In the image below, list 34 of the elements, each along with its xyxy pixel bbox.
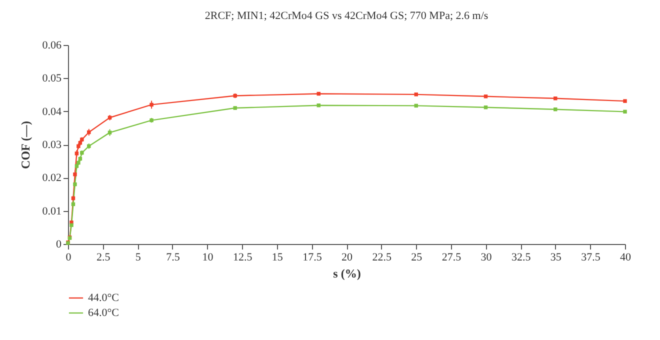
x-tick-label: 37.5	[581, 252, 601, 264]
x-tick-label: 20	[342, 252, 353, 264]
y-tick-label: 0.05	[42, 72, 62, 85]
x-tick-label: 2.5	[96, 252, 111, 264]
x-tick-label: 12.5	[232, 252, 253, 264]
x-tick-label: 15	[272, 252, 284, 264]
x-axis-title: s (%)	[333, 266, 361, 280]
x-tick-label: 40	[620, 252, 632, 264]
point	[414, 92, 418, 96]
point	[623, 99, 627, 103]
x-tick-label: 22.5	[372, 252, 392, 264]
legend-label: 44.0°C	[88, 292, 119, 304]
x-tick-label: 5	[135, 252, 142, 264]
y-axis-title: COF (—)	[18, 121, 32, 169]
x-tick-label: 30	[480, 252, 492, 264]
y-tick-label: 0	[56, 238, 62, 250]
chart-title: 2RCF; MIN1; 42CrMo4 GS vs 42CrMo4 GS; 770 MPa; 2.6 m/s	[204, 10, 488, 22]
x-tick-label: 25	[411, 252, 423, 264]
point	[554, 96, 558, 100]
x-tick-label: 17.5	[302, 252, 322, 264]
x-tick-label: 27.5	[442, 252, 462, 264]
y-tick-label: 0.01	[42, 205, 62, 218]
y-tick-label: 0.04	[42, 106, 62, 118]
legend-label: 64.0°C	[88, 307, 119, 319]
point	[623, 110, 627, 114]
point	[484, 94, 488, 98]
x-tick-label: 7.5	[166, 252, 180, 264]
y-tick-label: 0.03	[42, 139, 62, 151]
x-tick-label: 35	[550, 252, 562, 264]
x-tick-label: 10	[202, 252, 214, 264]
x-tick-label: 32.5	[511, 252, 532, 264]
x-tick-label: 0	[66, 252, 72, 264]
y-tick-label: 0.06	[42, 40, 62, 52]
y-tick-label: 0.02	[42, 172, 62, 184]
